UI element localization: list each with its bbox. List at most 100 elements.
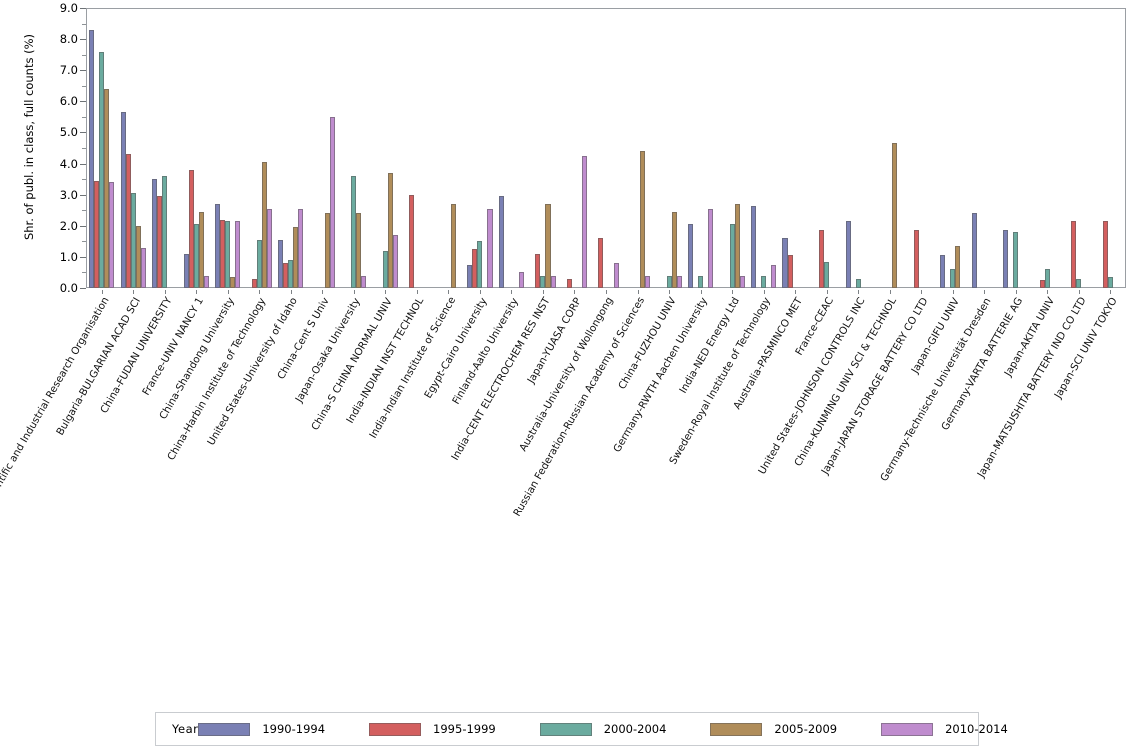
bar bbox=[708, 208, 714, 288]
bar bbox=[329, 116, 335, 288]
legend-items: 1990-1994 1995-1999 2000-2004 2005-2009 2010… bbox=[198, 722, 1051, 736]
bar bbox=[450, 204, 456, 288]
x-tick-label: Egypt-Cairo University bbox=[422, 295, 490, 401]
bar bbox=[99, 51, 105, 288]
bar-group bbox=[247, 8, 272, 288]
x-tick-mark bbox=[858, 290, 860, 294]
y-tick-minor-mark bbox=[82, 179, 86, 181]
bar bbox=[472, 249, 478, 288]
bar bbox=[409, 194, 415, 288]
legend-swatch bbox=[369, 722, 422, 736]
y-tick-label: 9.0 bbox=[59, 1, 78, 15]
bar bbox=[256, 239, 262, 288]
bar bbox=[356, 213, 362, 288]
y-tick-minor-mark bbox=[82, 241, 86, 243]
bar-group bbox=[436, 8, 461, 288]
bar bbox=[1039, 280, 1045, 288]
legend-item[interactable]: 1995-1999 bbox=[369, 722, 540, 736]
bar bbox=[1107, 277, 1113, 288]
bar bbox=[135, 225, 141, 288]
bar-group bbox=[656, 8, 682, 288]
y-tick-mark bbox=[80, 288, 86, 289]
legend-title: Year bbox=[172, 722, 199, 736]
legend-swatch bbox=[198, 722, 251, 736]
bar-group bbox=[877, 8, 902, 288]
y-tick-mark bbox=[80, 70, 86, 72]
x-tick-mark bbox=[259, 290, 261, 294]
bar bbox=[198, 211, 204, 288]
y-tick-minor-mark bbox=[82, 23, 86, 25]
bar bbox=[487, 208, 493, 288]
bar bbox=[125, 154, 131, 288]
legend-label: 2005-2009 bbox=[774, 722, 838, 736]
bar bbox=[94, 180, 100, 288]
bar bbox=[1044, 269, 1050, 288]
bar-group bbox=[909, 8, 934, 288]
bar-group bbox=[183, 8, 209, 288]
x-tick-mark bbox=[227, 290, 229, 294]
legend-item[interactable]: 2005-2009 bbox=[710, 722, 881, 736]
bar bbox=[519, 272, 525, 288]
bar bbox=[498, 196, 504, 288]
plot-area: 0.0 1.0 2.0 3.0 4.0 5.0 6.0 7.0 8.0 9.0 bbox=[60, 1, 1126, 295]
bar bbox=[761, 275, 767, 288]
bar-group bbox=[562, 8, 588, 288]
legend-item[interactable]: 2000-2004 bbox=[539, 722, 711, 736]
bar-group bbox=[404, 8, 429, 288]
legend-label: 1995-1999 bbox=[433, 722, 496, 736]
bar bbox=[261, 162, 267, 288]
bar-group bbox=[467, 8, 493, 288]
bar-group bbox=[971, 8, 997, 288]
bar bbox=[203, 275, 209, 288]
bar bbox=[235, 221, 241, 288]
x-tick-mark bbox=[984, 290, 986, 294]
x-tick-mark bbox=[290, 290, 292, 294]
x-tick-label: China-FUZHOU UNIV bbox=[617, 295, 679, 392]
x-tick-mark bbox=[542, 290, 544, 294]
y-tick-mark bbox=[80, 101, 86, 103]
bar bbox=[1076, 278, 1082, 288]
x-tick-mark bbox=[322, 290, 324, 294]
bar bbox=[361, 275, 367, 288]
bar-group bbox=[593, 8, 619, 288]
bar bbox=[251, 278, 257, 288]
bar-group bbox=[341, 8, 367, 288]
bar bbox=[225, 221, 231, 288]
x-tick-mark bbox=[889, 290, 891, 294]
legend-label: 1990-1994 bbox=[262, 722, 326, 736]
y-tick-mark bbox=[80, 132, 86, 134]
x-tick-label: Australia-Commonwealth Scientific and In… bbox=[0, 295, 112, 622]
bar bbox=[104, 88, 110, 288]
bar bbox=[120, 112, 126, 288]
x-tick-mark bbox=[606, 290, 607, 294]
bar bbox=[645, 275, 651, 288]
x-tick-label: India-NED Energy Ltd bbox=[677, 296, 742, 396]
bar-group bbox=[687, 8, 714, 288]
x-axis-labels: Australia-Commonwealth Scientific and In… bbox=[0, 290, 1134, 690]
x-tick-mark bbox=[763, 290, 765, 294]
y-tick-mark bbox=[80, 225, 86, 227]
bar bbox=[278, 239, 284, 288]
y-tick-mark bbox=[80, 256, 86, 258]
legend-label: 2000-2004 bbox=[603, 722, 667, 736]
bar bbox=[183, 253, 189, 288]
bar-group bbox=[750, 8, 777, 288]
bar-group bbox=[1003, 8, 1028, 288]
bar-group bbox=[89, 8, 115, 288]
bar bbox=[750, 205, 756, 288]
x-tick-mark bbox=[101, 290, 103, 294]
y-tick-label: 6.0 bbox=[59, 94, 78, 109]
x-tick-mark bbox=[133, 290, 135, 294]
x-tick-mark bbox=[353, 290, 355, 294]
bar bbox=[729, 224, 735, 288]
bar bbox=[687, 224, 693, 288]
bar-group bbox=[215, 8, 241, 288]
legend-item[interactable]: 1990-1994 bbox=[198, 722, 369, 736]
chart-legend: Year 1990-1994 1995-1999 2000-2004 2005-200… bbox=[155, 712, 1008, 746]
y-tick-label: 7.0 bbox=[59, 63, 78, 78]
y-tick-label: 1.0 bbox=[59, 249, 78, 264]
legend-item[interactable]: 2010-2014 bbox=[881, 722, 1052, 736]
bar-group bbox=[278, 8, 304, 288]
bar bbox=[892, 143, 898, 288]
bar-group bbox=[120, 8, 146, 288]
